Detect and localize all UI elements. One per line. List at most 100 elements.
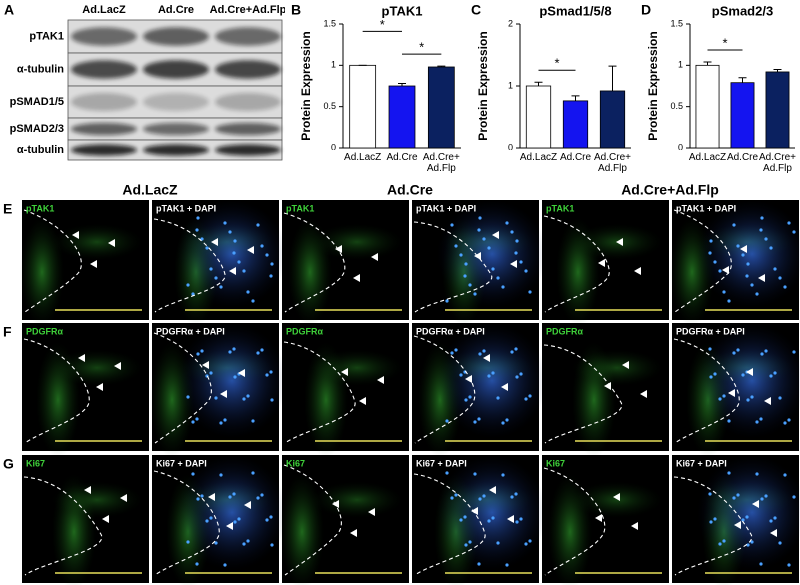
nucleus [482, 494, 486, 498]
nucleus [769, 246, 773, 250]
tissue-boundary [543, 344, 623, 444]
nucleus [750, 283, 754, 287]
arrowhead [84, 486, 91, 494]
nucleus [464, 543, 468, 547]
nucleus [450, 496, 454, 500]
stain-label: PDGFRα + DAPI [416, 326, 485, 336]
nucleus [232, 347, 236, 351]
tissue-boundary [23, 476, 103, 576]
nucleus [718, 542, 722, 546]
nucleus [482, 237, 486, 241]
nucleus [196, 216, 200, 220]
nucleus [750, 540, 754, 544]
nuclei-signal [177, 323, 287, 439]
nucleus [251, 471, 255, 475]
nucleus [223, 418, 227, 422]
tissue-boundary [283, 212, 346, 313]
nucleus [741, 373, 745, 377]
nucleus [510, 495, 514, 499]
nucleus [473, 292, 477, 296]
tissue-boundary [153, 470, 220, 576]
nucleus [792, 350, 796, 354]
nucleus [269, 515, 273, 519]
arrowhead [368, 508, 375, 516]
nucleus [510, 350, 514, 354]
bar [388, 85, 416, 149]
nucleus [270, 398, 274, 402]
y-tick-label: 1 [331, 60, 336, 70]
stain-label: PDGFRα + DAPI [156, 326, 225, 336]
nucleus [186, 540, 190, 544]
nucleus [228, 230, 232, 234]
arrowhead [728, 389, 735, 397]
stain-label: Ki67 [286, 458, 305, 468]
x-tick-label: Ad.Cre [726, 152, 759, 163]
arrowhead [229, 267, 236, 275]
panel-label: C [471, 2, 481, 18]
nucleus [718, 269, 722, 273]
nucleus [746, 262, 750, 266]
error-bar [571, 95, 580, 101]
panel-label: D [641, 2, 651, 18]
blot-band [215, 27, 281, 46]
nucleus [501, 285, 505, 289]
nucleus [454, 348, 458, 352]
nucleus [195, 562, 199, 566]
nucleus [242, 397, 246, 401]
arrowhead [734, 521, 741, 529]
blot-row-label: pTAK1 [29, 30, 64, 42]
bar [427, 66, 455, 149]
error-bar [773, 68, 782, 72]
error-bar [608, 65, 617, 91]
nucleus [223, 563, 227, 567]
nucleus [487, 519, 491, 523]
nucleus [232, 492, 236, 496]
arrowhead [108, 239, 115, 247]
nuclei-signal [177, 455, 287, 571]
nucleus [269, 274, 273, 278]
nucleus [514, 347, 518, 351]
stain-label: Ki67 [546, 458, 565, 468]
nucleus [191, 292, 195, 296]
nucleus [496, 396, 500, 400]
tissue-signal [280, 474, 324, 585]
arrowhead [102, 515, 109, 523]
blot-band [143, 122, 209, 136]
nucleus [510, 230, 514, 234]
nucleus [708, 492, 712, 496]
nucleus [256, 351, 260, 355]
nucleus [232, 251, 236, 255]
arrowhead [758, 274, 765, 282]
arrowhead [764, 397, 771, 405]
nucleus [713, 372, 717, 376]
nucleus [769, 519, 773, 523]
nucleus [260, 244, 264, 248]
nucleus [477, 562, 481, 566]
blot-band [215, 60, 281, 79]
y-tick-label: 1 [678, 60, 683, 70]
arrowhead [471, 507, 478, 515]
nucleus [265, 518, 269, 522]
blot-row-label: α-tubulin [17, 63, 64, 75]
arrowhead [353, 274, 360, 282]
nucleus [242, 542, 246, 546]
nucleus [759, 417, 763, 421]
nucleus [755, 420, 759, 424]
nucleus [450, 351, 454, 355]
error-bar [534, 81, 543, 86]
nucleus [755, 292, 759, 296]
nucleus [463, 274, 467, 278]
y-tick-label: 0 [508, 142, 513, 150]
nucleus [228, 350, 232, 354]
nuclei-signal [177, 200, 287, 308]
nucleus [732, 223, 736, 227]
nucleus [496, 276, 500, 280]
x-tick-label: Ad.LacZ [688, 152, 727, 163]
arrowhead [377, 376, 384, 384]
group-heading: Ad.Cre [387, 183, 433, 198]
blot-band [143, 93, 209, 111]
arrowhead [226, 522, 233, 530]
panel-label: A [4, 2, 14, 18]
x-tick-label: Ad.LacZ [344, 152, 382, 163]
nucleus [209, 371, 213, 375]
